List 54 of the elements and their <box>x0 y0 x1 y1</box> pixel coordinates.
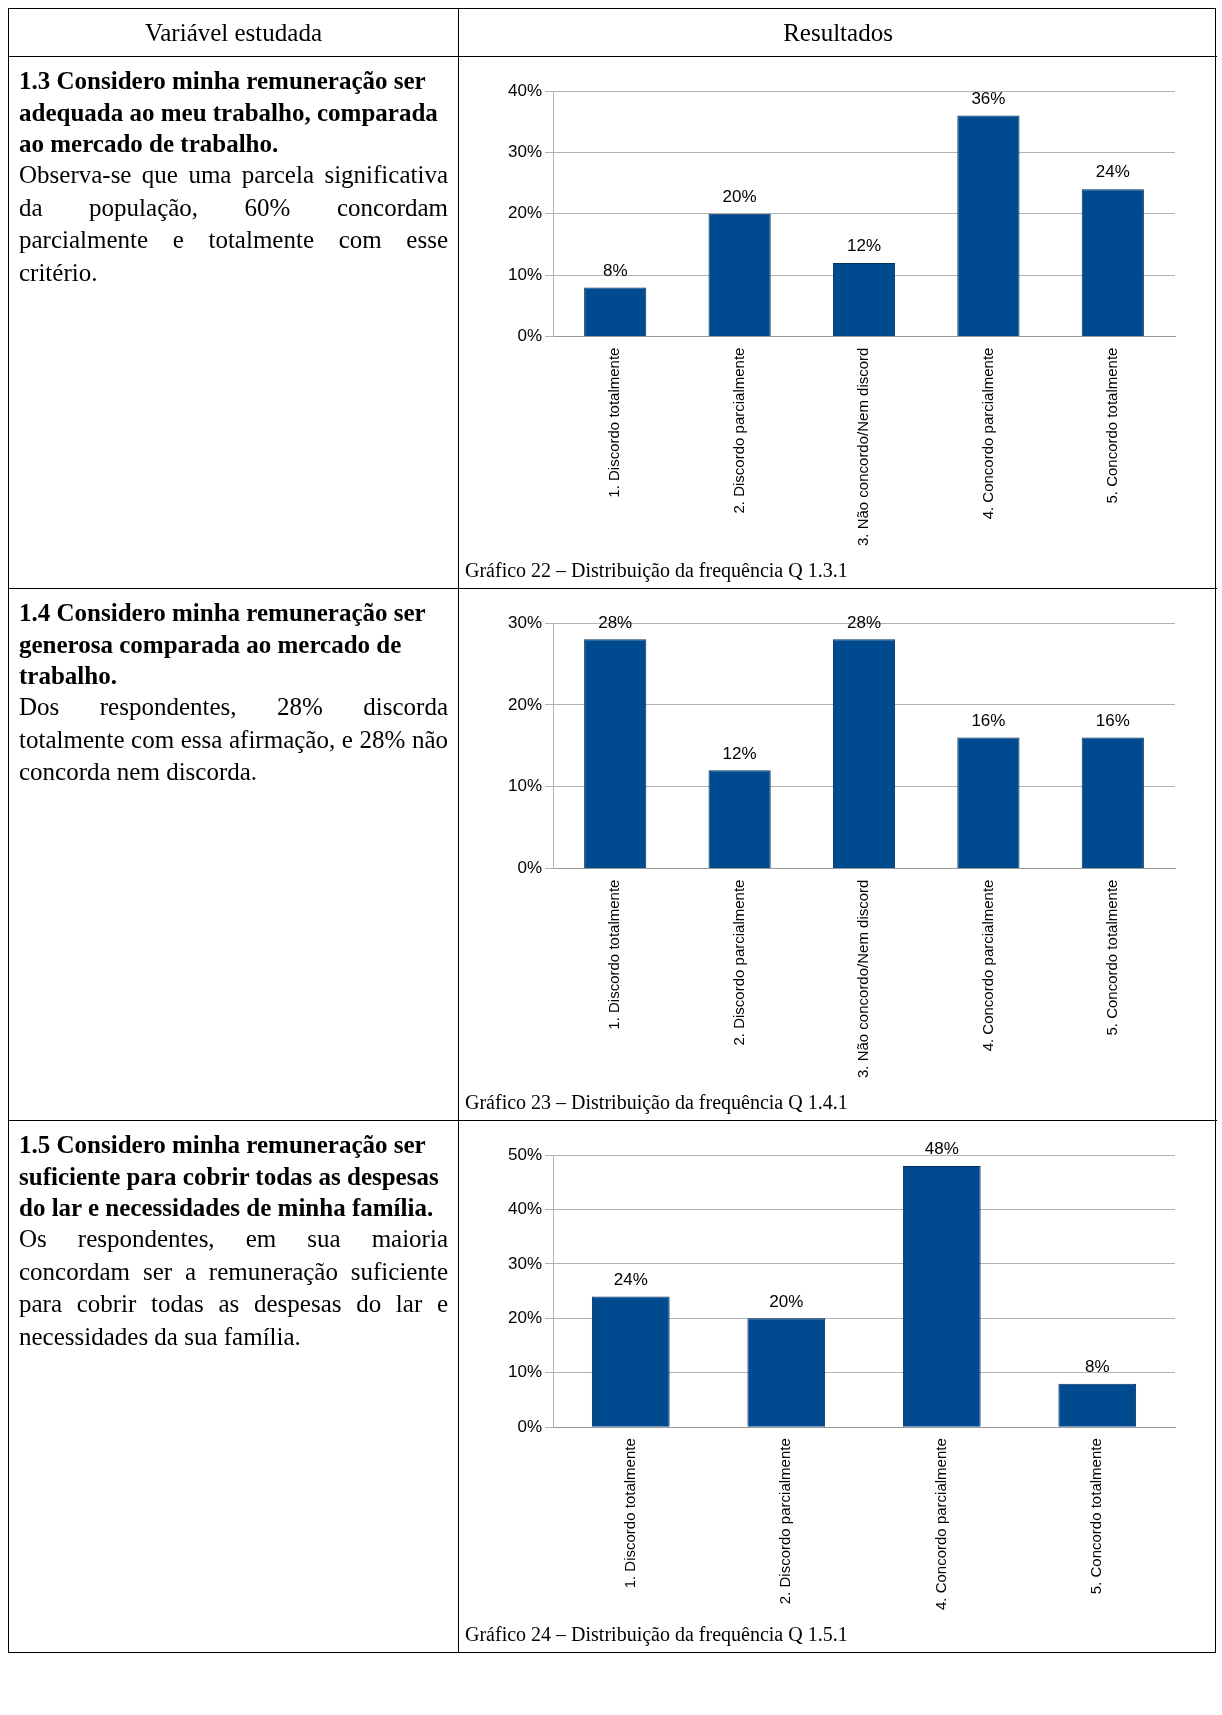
data-label: 28% <box>847 612 882 632</box>
data-label: 36% <box>971 88 1006 108</box>
data-label: 20% <box>769 1291 804 1311</box>
data-label: 12% <box>847 236 882 256</box>
text: 1.4 Considero minha remuneração ser generosa comparada ao mercado de trabalho. <box>19 598 427 691</box>
data-label: 24% <box>1095 162 1130 182</box>
x-tick-label: 1. Discordo totalmente <box>605 879 623 1030</box>
x-tick-label: 5. Concordo totalmente <box>1102 879 1120 1036</box>
y-tick-label: 20% <box>507 694 543 714</box>
y-tick-label: 0% <box>517 326 543 346</box>
text: Os respondentes, em sua maioria concordam ser a remuneração suficiente para cobrir todas as despesas do lar e necessidades da sua família. <box>19 1224 448 1352</box>
data-label: 16% <box>1095 711 1130 731</box>
y-tick-label: 30% <box>507 1253 543 1273</box>
data-label: 20% <box>722 187 757 207</box>
text: Dos respondentes, 28% discorda totalmente com essa afirmação, e 28% não concorda nem discorda. <box>19 692 448 787</box>
y-tick-label: 20% <box>507 203 543 223</box>
text: 1.5 Considero minha remuneração ser suficiente para cobrir todas as despesas do lar e necessidades de minha família. <box>19 1130 440 1223</box>
text: Gráfico 22 – Distribuição da frequência Q 1.3.1 <box>465 559 849 583</box>
data-label: 16% <box>971 711 1006 731</box>
x-tick-label: 2. Discordo parcialmente <box>729 879 747 1046</box>
data-label: 48% <box>924 1139 959 1159</box>
y-tick-label: 30% <box>507 142 543 162</box>
x-tick-label: 5. Concordo totalmente <box>1087 1438 1105 1595</box>
x-tick-label: 4. Concordo parcialmente <box>978 347 996 520</box>
x-tick-label: 4. Concordo parcialmente <box>931 1438 949 1611</box>
y-tick-label: 50% <box>507 1144 543 1164</box>
x-tick-label: 3. Não concordo/Nem discord <box>854 879 872 1079</box>
text: Gráfico 23 – Distribuição da frequência Q 1.4.1 <box>465 1091 849 1115</box>
y-tick-label: 10% <box>507 776 543 796</box>
text: 1.3 Considero minha remuneração ser adequada ao meu trabalho, comparada ao mercado de trabalho. <box>19 66 439 159</box>
y-tick-label: 20% <box>507 1308 543 1328</box>
y-tick-label: 0% <box>517 858 543 878</box>
y-tick-label: 10% <box>507 265 543 285</box>
x-tick-label: 3. Não concordo/Nem discord <box>854 347 872 547</box>
x-tick-label: 5. Concordo totalmente <box>1102 347 1120 504</box>
text: Observa-se que uma parcela significativa da população, 60% concordam parcialmente e totalmente com esse critério. <box>19 160 448 288</box>
y-tick-label: 40% <box>507 1199 543 1219</box>
x-tick-label: 2. Discordo parcialmente <box>729 347 747 514</box>
data-label: 28% <box>598 612 633 632</box>
data-label: 8% <box>1084 1357 1110 1377</box>
x-tick-label: 1. Discordo totalmente <box>620 1438 638 1589</box>
text: Variável estudada <box>144 18 323 48</box>
data-label: 8% <box>602 260 628 280</box>
y-tick-label: 40% <box>507 80 543 100</box>
y-tick-label: 0% <box>517 1417 543 1437</box>
y-tick-label: 30% <box>507 612 543 632</box>
text: Gráfico 24 – Distribuição da frequência Q 1.5.1 <box>465 1623 849 1647</box>
x-tick-label: 4. Concordo parcialmente <box>978 879 996 1052</box>
text: Resultados <box>782 18 894 48</box>
data-label: 24% <box>613 1270 648 1289</box>
x-tick-label: 1. Discordo totalmente <box>605 347 623 498</box>
x-tick-label: 2. Discordo parcialmente <box>776 1438 794 1605</box>
data-label: 12% <box>722 743 757 763</box>
y-tick-label: 10% <box>507 1362 543 1382</box>
